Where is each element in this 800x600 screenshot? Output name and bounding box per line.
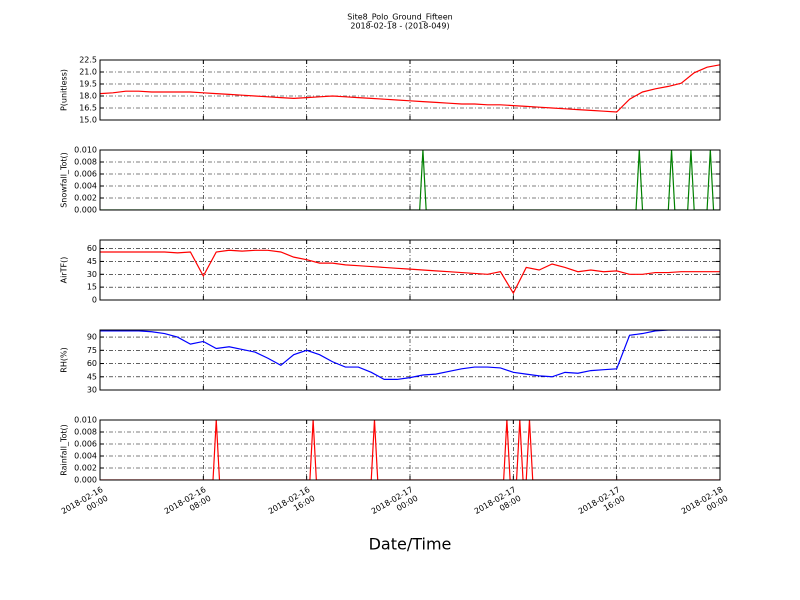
y-tick-label: 90: [87, 333, 97, 342]
y-tick-label: 0.006: [74, 440, 97, 449]
data-line: [100, 330, 720, 381]
data-line: [100, 64, 720, 113]
y-tick-label: 0.010: [74, 146, 97, 155]
y-tick-label: 19.5: [79, 80, 97, 89]
y-axis-label: RH(%): [60, 347, 69, 372]
y-axis-label: Snowfall_Tot(): [60, 152, 69, 208]
y-axis-label: P(unitless): [60, 69, 69, 111]
chart-subtitle: 2018-02-18 - (2018-049): [350, 22, 449, 31]
y-tick-label: 45: [87, 257, 97, 266]
y-tick-label: 45: [87, 372, 97, 381]
axes-frame: [99, 239, 721, 301]
y-tick-label: 0.000: [74, 206, 97, 215]
chart-title: Site8_Polo_Ground_Fifteen: [347, 13, 452, 22]
y-tick-label: 0.002: [74, 194, 97, 203]
y-tick-label: 22.5: [79, 56, 97, 65]
y-tick-label: 0.008: [74, 158, 97, 167]
axes-frame: [99, 419, 721, 481]
y-tick-label: 0.004: [74, 182, 97, 191]
y-tick-label: 18.0: [79, 92, 97, 101]
y-tick-label: 60: [87, 244, 97, 253]
y-tick-label: 30: [87, 270, 97, 279]
y-tick-label: 75: [87, 346, 97, 355]
y-tick-label: 0.004: [74, 452, 97, 461]
y-tick-label: 0.010: [74, 416, 97, 425]
y-axis-label: AirTF(): [60, 257, 69, 284]
y-tick-label: 0.006: [74, 170, 97, 179]
axes-frame: [99, 149, 721, 211]
y-tick-label: 60: [87, 359, 97, 368]
x-axis-label: Date/Time: [369, 535, 452, 554]
data-line: [100, 150, 720, 210]
y-tick-label: 15: [87, 283, 97, 292]
y-axis-label: Rainfall_Tot(): [60, 424, 69, 476]
y-tick-label: 0.000: [74, 476, 97, 485]
y-tick-label: 15.0: [79, 116, 97, 125]
y-tick-label: 30: [87, 386, 97, 395]
y-tick-label: 21.0: [79, 68, 97, 77]
axes-frame: [99, 59, 721, 121]
y-tick-label: 0.002: [74, 464, 97, 473]
data-line: [100, 249, 720, 295]
axes-frame: [99, 329, 721, 391]
y-tick-label: 16.5: [79, 104, 97, 113]
y-tick-label: 0: [92, 296, 97, 305]
y-tick-label: 0.008: [74, 428, 97, 437]
